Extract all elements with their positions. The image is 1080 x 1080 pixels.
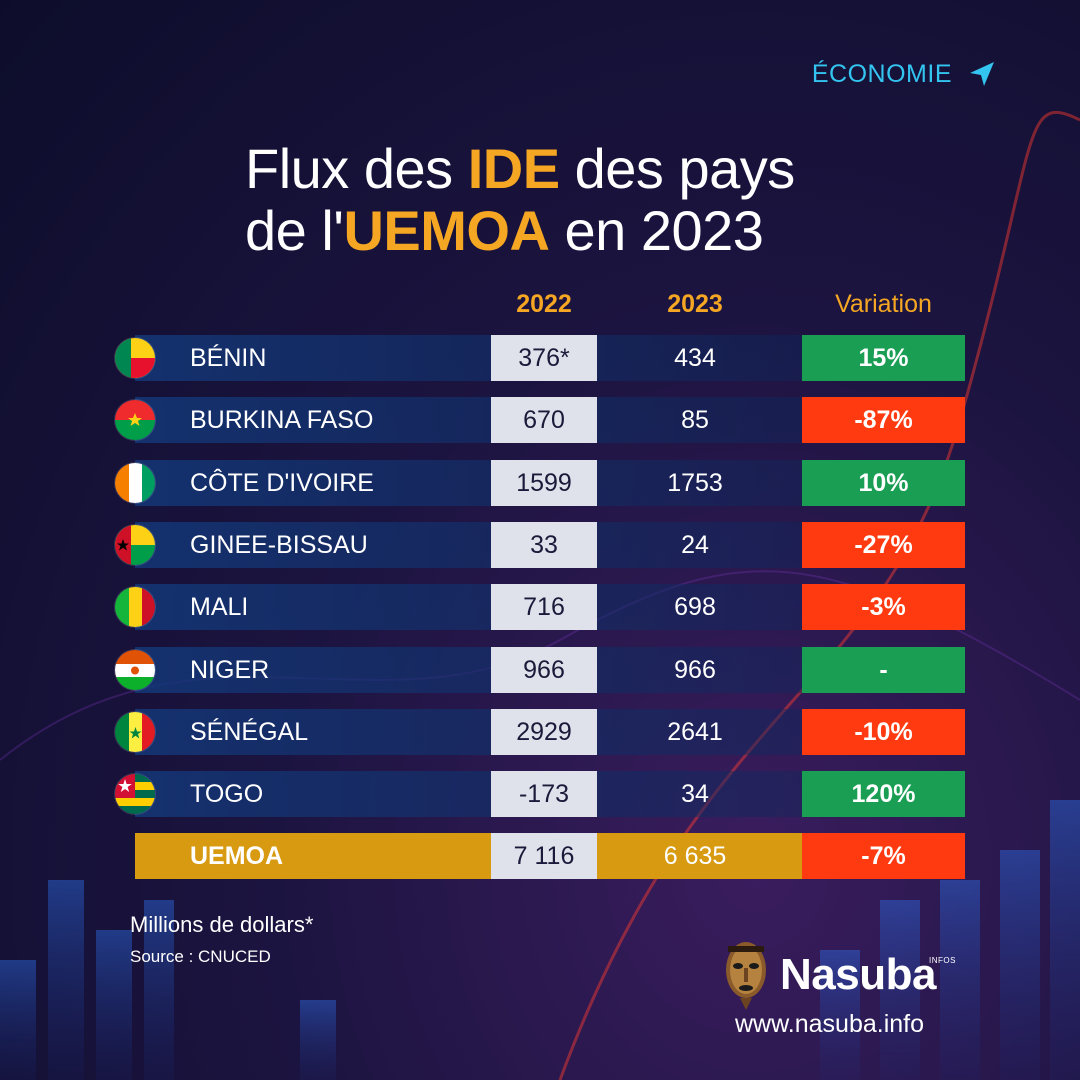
value-2023: 85 — [681, 406, 709, 434]
country-name: BURKINA FASO — [190, 406, 374, 434]
country-name: SÉNÉGAL — [190, 718, 309, 746]
mali-flag-icon — [115, 587, 155, 627]
value-2022: 670 — [491, 397, 597, 443]
variation-badge: -10% — [802, 709, 965, 755]
title-text: de l' — [245, 199, 344, 262]
value-2023: 434 — [674, 344, 716, 372]
value-2022: -173 — [491, 771, 597, 817]
value-2022: 376* — [491, 335, 597, 381]
total-row — [135, 833, 802, 879]
value-2023: 34 — [681, 780, 709, 808]
column-header-2023: 2023 — [667, 290, 723, 318]
total-name: UEMOA — [190, 842, 284, 870]
variation-badge: -27% — [802, 522, 965, 568]
value-2023: 966 — [674, 656, 716, 684]
country-name: TOGO — [190, 780, 264, 808]
burkina-faso-flag-icon — [115, 400, 155, 440]
variation-badge: 10% — [802, 460, 965, 506]
african-mask-logo-icon — [726, 942, 766, 1010]
value-2023: 698 — [674, 593, 716, 621]
variation-badge: -3% — [802, 584, 965, 630]
guinea-bissau-flag-icon — [115, 525, 155, 565]
value-2023: 24 — [681, 531, 709, 559]
title-text: des pays — [559, 137, 796, 200]
total-variation-badge: -7% — [802, 833, 965, 879]
variation-badge: - — [802, 647, 965, 693]
country-name: NIGER — [190, 656, 270, 684]
value-2022: 33 — [491, 522, 597, 568]
units-note: Millions de dollars* — [130, 912, 314, 937]
variation-badge: 15% — [802, 335, 965, 381]
country-name: MALI — [190, 593, 249, 621]
country-name: BÉNIN — [190, 344, 267, 372]
title-line-2: de l'UEMOA en 2023 — [245, 200, 795, 262]
benin-flag-icon — [115, 338, 155, 378]
title-text: en 2023 — [549, 199, 764, 262]
togo-flag-icon — [115, 774, 155, 814]
value-2023: 2641 — [667, 718, 723, 746]
country-name: GINEE-BISSAU — [190, 531, 368, 559]
title-line-1: Flux des IDE des pays — [245, 138, 795, 200]
title-highlight: IDE — [467, 137, 560, 200]
page-title: Flux des IDE des pays de l'UEMOA en 2023 — [245, 138, 795, 262]
variation-badge: -87% — [802, 397, 965, 443]
cote-divoire-flag-icon — [115, 463, 155, 503]
variation-badge: 120% — [802, 771, 965, 817]
column-header-variation: Variation — [835, 290, 932, 318]
website-link[interactable]: www.nasuba.info — [735, 1010, 925, 1038]
value-2022: 716 — [491, 584, 597, 630]
niger-flag-icon — [115, 650, 155, 690]
senegal-flag-icon — [115, 712, 155, 752]
brand-name: Nasuba — [780, 950, 936, 999]
arrow-left-icon — [970, 62, 994, 86]
column-header-2022: 2022 — [516, 290, 572, 318]
total-value-2022: 7 116 — [491, 833, 597, 879]
value-2022: 966 — [491, 647, 597, 693]
value-2022: 1599 — [491, 460, 597, 506]
brand-superscript: INFOS — [929, 956, 956, 965]
source-note: Source : CNUCED — [130, 947, 271, 966]
category-label: ÉCONOMIE — [811, 60, 952, 88]
value-2022: 2929 — [491, 709, 597, 755]
total-value-2023: 6 635 — [663, 842, 727, 870]
title-text: Flux des — [245, 137, 468, 200]
country-name: CÔTE D'IVOIRE — [190, 469, 374, 497]
value-2023: 1753 — [667, 469, 723, 497]
title-highlight: UEMOA — [343, 199, 550, 262]
